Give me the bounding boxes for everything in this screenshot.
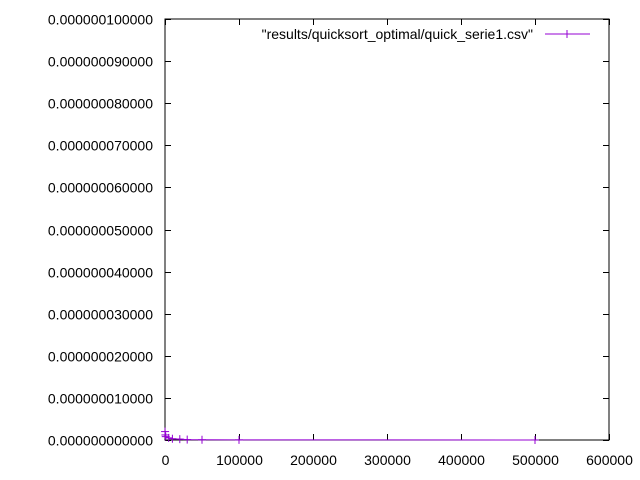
legend: "results/quicksort_optimal/quick_serie1.… bbox=[262, 26, 590, 42]
tick-labels: 0.000000000000 0.000000010000 0.0000000200… bbox=[48, 12, 633, 469]
data-point bbox=[531, 435, 539, 444]
data-point bbox=[164, 433, 173, 442]
data-point bbox=[183, 435, 192, 444]
data-point bbox=[168, 434, 177, 443]
y-tick-label: 0.000000100000 bbox=[48, 12, 153, 28]
y-tick-label: 0.000000040000 bbox=[48, 265, 153, 281]
x-tick-label: 300000 bbox=[364, 452, 411, 468]
series-line bbox=[164, 431, 536, 441]
y-tick-label: 0.000000010000 bbox=[48, 391, 153, 407]
x-tick-label: 600000 bbox=[586, 452, 633, 468]
data-point bbox=[198, 435, 206, 444]
x-tick-label: 100000 bbox=[216, 452, 263, 468]
y-tick-label: 0.000000020000 bbox=[48, 349, 153, 365]
tick-marks bbox=[165, 19, 610, 441]
y-tick-label: 0.000000060000 bbox=[48, 180, 153, 196]
data-point bbox=[235, 435, 243, 444]
series-layer bbox=[161, 427, 539, 444]
x-tick-label: 500000 bbox=[512, 452, 559, 468]
axes bbox=[164, 18, 610, 441]
y-tick-label: 0.000000090000 bbox=[48, 54, 153, 70]
x-tick-label: 0 bbox=[162, 452, 170, 468]
x-tick-label: 400000 bbox=[438, 452, 485, 468]
y-tick-label: 0.000000070000 bbox=[48, 138, 153, 154]
x-tick-label: 200000 bbox=[290, 452, 337, 468]
legend-label: "results/quicksort_optimal/quick_serie1.… bbox=[262, 26, 533, 42]
y-tick-label: 0.000000000000 bbox=[48, 433, 153, 449]
data-point bbox=[175, 435, 184, 444]
y-tick-label: 0.000000050000 bbox=[48, 223, 153, 239]
plot-border bbox=[164, 18, 610, 441]
y-tick-label: 0.000000030000 bbox=[48, 307, 153, 323]
y-tick-label: 0.000000080000 bbox=[48, 96, 153, 112]
